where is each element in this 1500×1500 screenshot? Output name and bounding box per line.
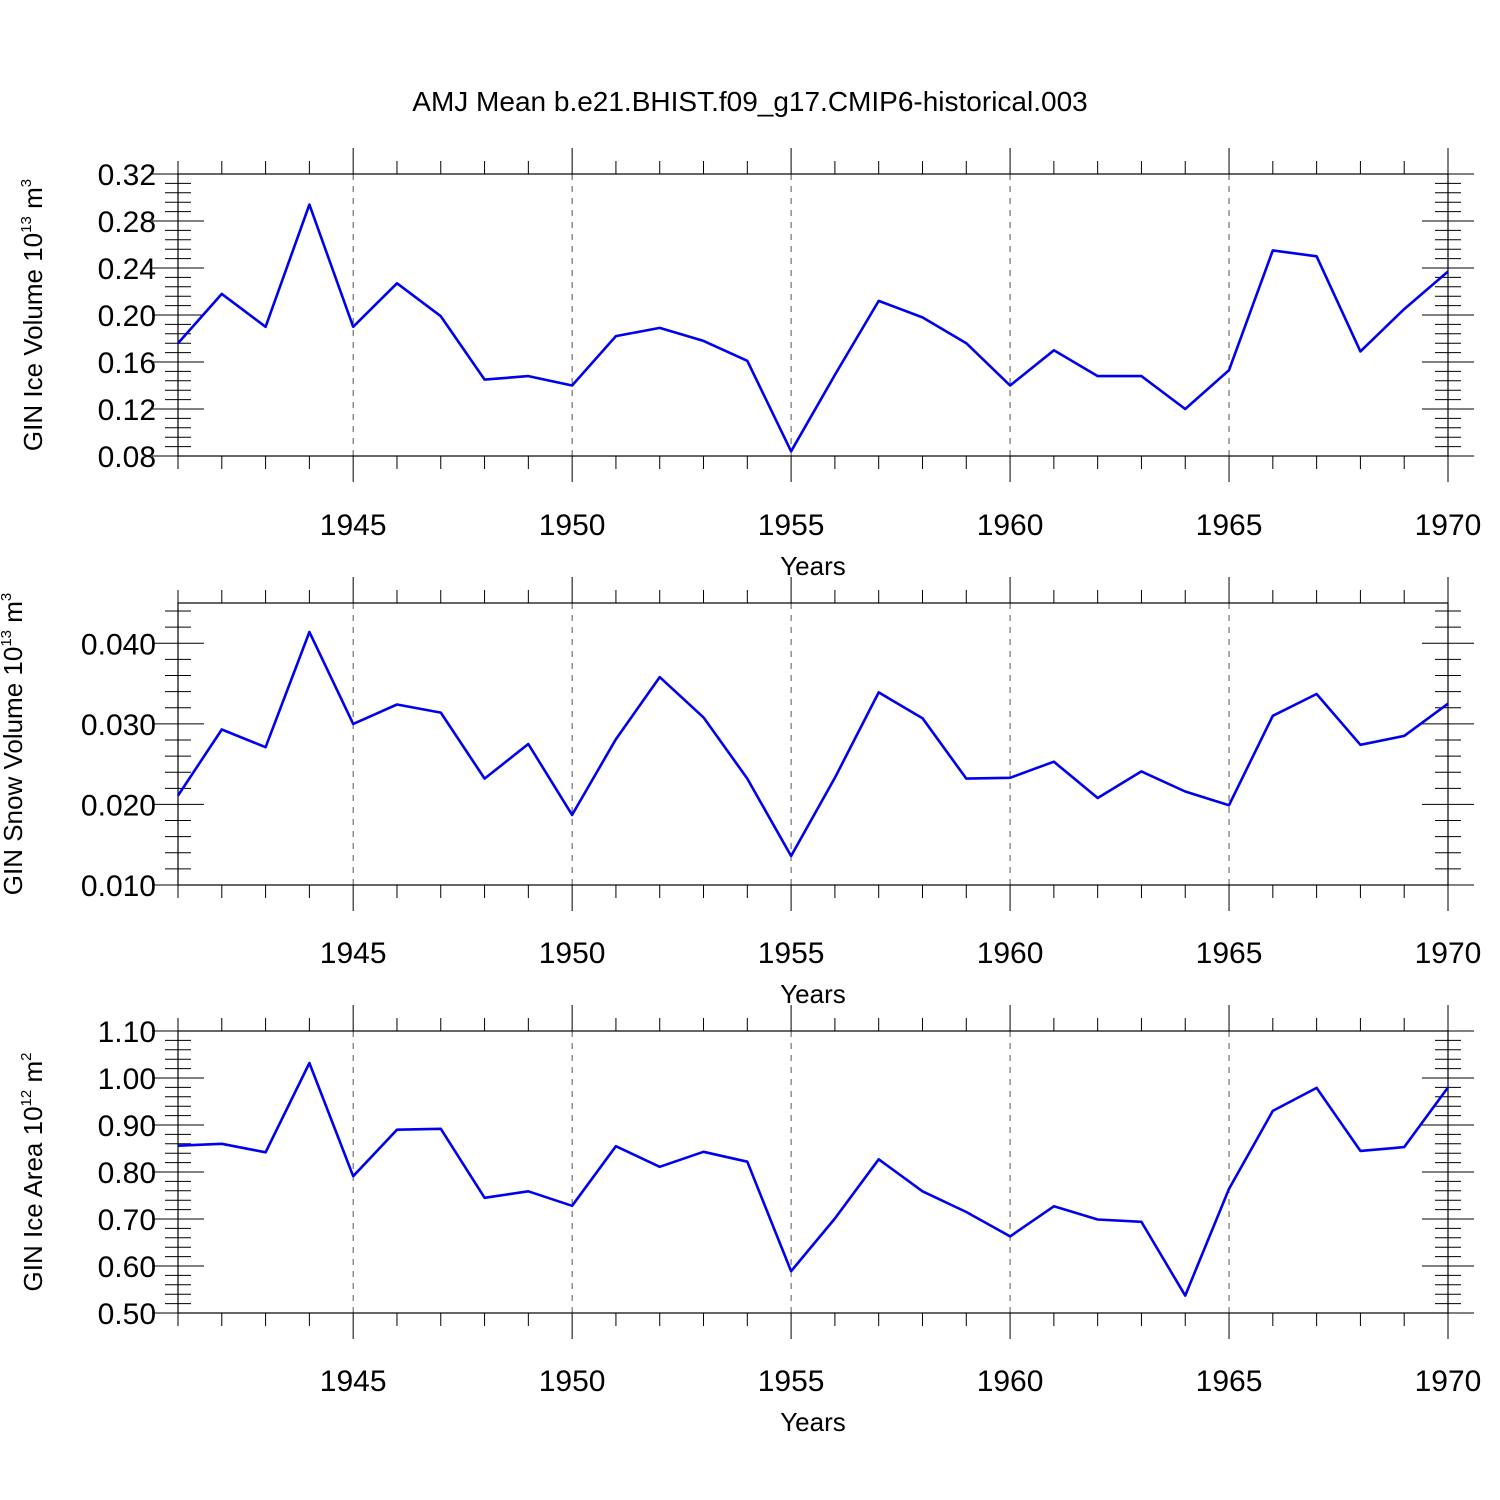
panel-3-xtick-label: 1970: [1415, 1365, 1482, 1398]
panel-3-xtick-label: 1945: [320, 1365, 387, 1398]
panel-2-xtick-label: 1960: [977, 937, 1044, 970]
panel-3-xtick-label: 1950: [539, 1365, 606, 1398]
panel-3-xtick-label: 1965: [1196, 1365, 1263, 1398]
panel-2: 0.010 0.020 0.030 0.040 1945 1950 1955 1960 1965…: [0, 577, 1481, 1009]
panel-2-plot-frame: [177, 602, 1449, 886]
panel-1-series-line: [177, 203, 1449, 453]
panel-3-ytick-label: 0.70: [98, 1204, 156, 1237]
panel-3-series-line: [177, 1061, 1450, 1297]
panel-1-ytick-label: 0.16: [98, 347, 156, 380]
panel-3-ytick-label: 1.00: [98, 1063, 156, 1096]
panel-2-xtick-label: 1950: [539, 937, 606, 970]
panel-3-ytick-label: 0.50: [98, 1298, 156, 1331]
panel-2-series-line: [176, 630, 1449, 858]
panel-3-ytick-label: 1.10: [98, 1016, 156, 1049]
panel-1-xtick-label: 1965: [1196, 509, 1263, 542]
panel-1-x-axis-title: Years: [780, 551, 846, 581]
panel-1-xtick-label: 1960: [977, 509, 1044, 542]
panel-2-xtick-label: 1955: [758, 937, 825, 970]
panel-2-ytick-label: 0.030: [81, 709, 156, 742]
chart-panels: 0.08 0.12 0.16 0.20 0.24 0.28 0.32 1945 1950 1955…: [0, 148, 1481, 1437]
panel-2-xtick-label: 1970: [1415, 937, 1482, 970]
panel-2-xtick-label: 1945: [320, 937, 387, 970]
panel-2-xtick-label: 1965: [1196, 937, 1263, 970]
panel-2-x-axis-title: Years: [780, 979, 846, 1009]
panel-1-ytick-label: 0.12: [98, 394, 156, 427]
panel-3: 0.50 0.60 0.70 0.80 0.90 1.00 1.10 1945 1950 1955…: [18, 1005, 1481, 1437]
panel-1-ytick-label: 0.08: [98, 441, 156, 474]
panel-3-ytick-label: 0.90: [98, 1110, 156, 1143]
panel-3-y-axis-title: GIN Ice Area 1012 m2: [18, 1053, 48, 1292]
panel-1: 0.08 0.12 0.16 0.20 0.24 0.28 0.32 1945 1950 1955…: [18, 148, 1481, 581]
panel-2-ytick-label: 0.040: [81, 628, 156, 661]
panel-3-x-axis-title: Years: [780, 1407, 846, 1437]
panel-3-ytick-label: 0.80: [98, 1157, 156, 1190]
panel-1-xtick-label: 1955: [758, 509, 825, 542]
panel-1-ytick-label: 0.20: [98, 300, 156, 333]
panel-2-ytick-label: 0.020: [81, 789, 156, 822]
chart-title: AMJ Mean b.e21.BHIST.f09_g17.CMIP6-histo…: [412, 86, 1087, 117]
panel-1-ytick-label: 0.28: [98, 206, 156, 239]
panel-1-ytick-label: 0.32: [98, 159, 156, 192]
panel-2-y-axis-title: GIN Snow Volume 1013 m3: [0, 593, 28, 896]
panel-3-xtick-label: 1960: [977, 1365, 1044, 1398]
panel-1-ytick-label: 0.24: [98, 253, 156, 286]
panel-3-plot-frame: [177, 1030, 1449, 1314]
panel-3-xtick-label: 1955: [758, 1365, 825, 1398]
panel-1-y-axis-title: GIN Ice Volume 1013 m3: [18, 179, 48, 451]
panel-1-xtick-label: 1970: [1415, 509, 1482, 542]
panel-2-ytick-label: 0.010: [81, 870, 156, 903]
panel-1-xtick-label: 1945: [320, 509, 387, 542]
panel-1-xtick-label: 1950: [539, 509, 606, 542]
panel-3-ytick-label: 0.60: [98, 1251, 156, 1284]
